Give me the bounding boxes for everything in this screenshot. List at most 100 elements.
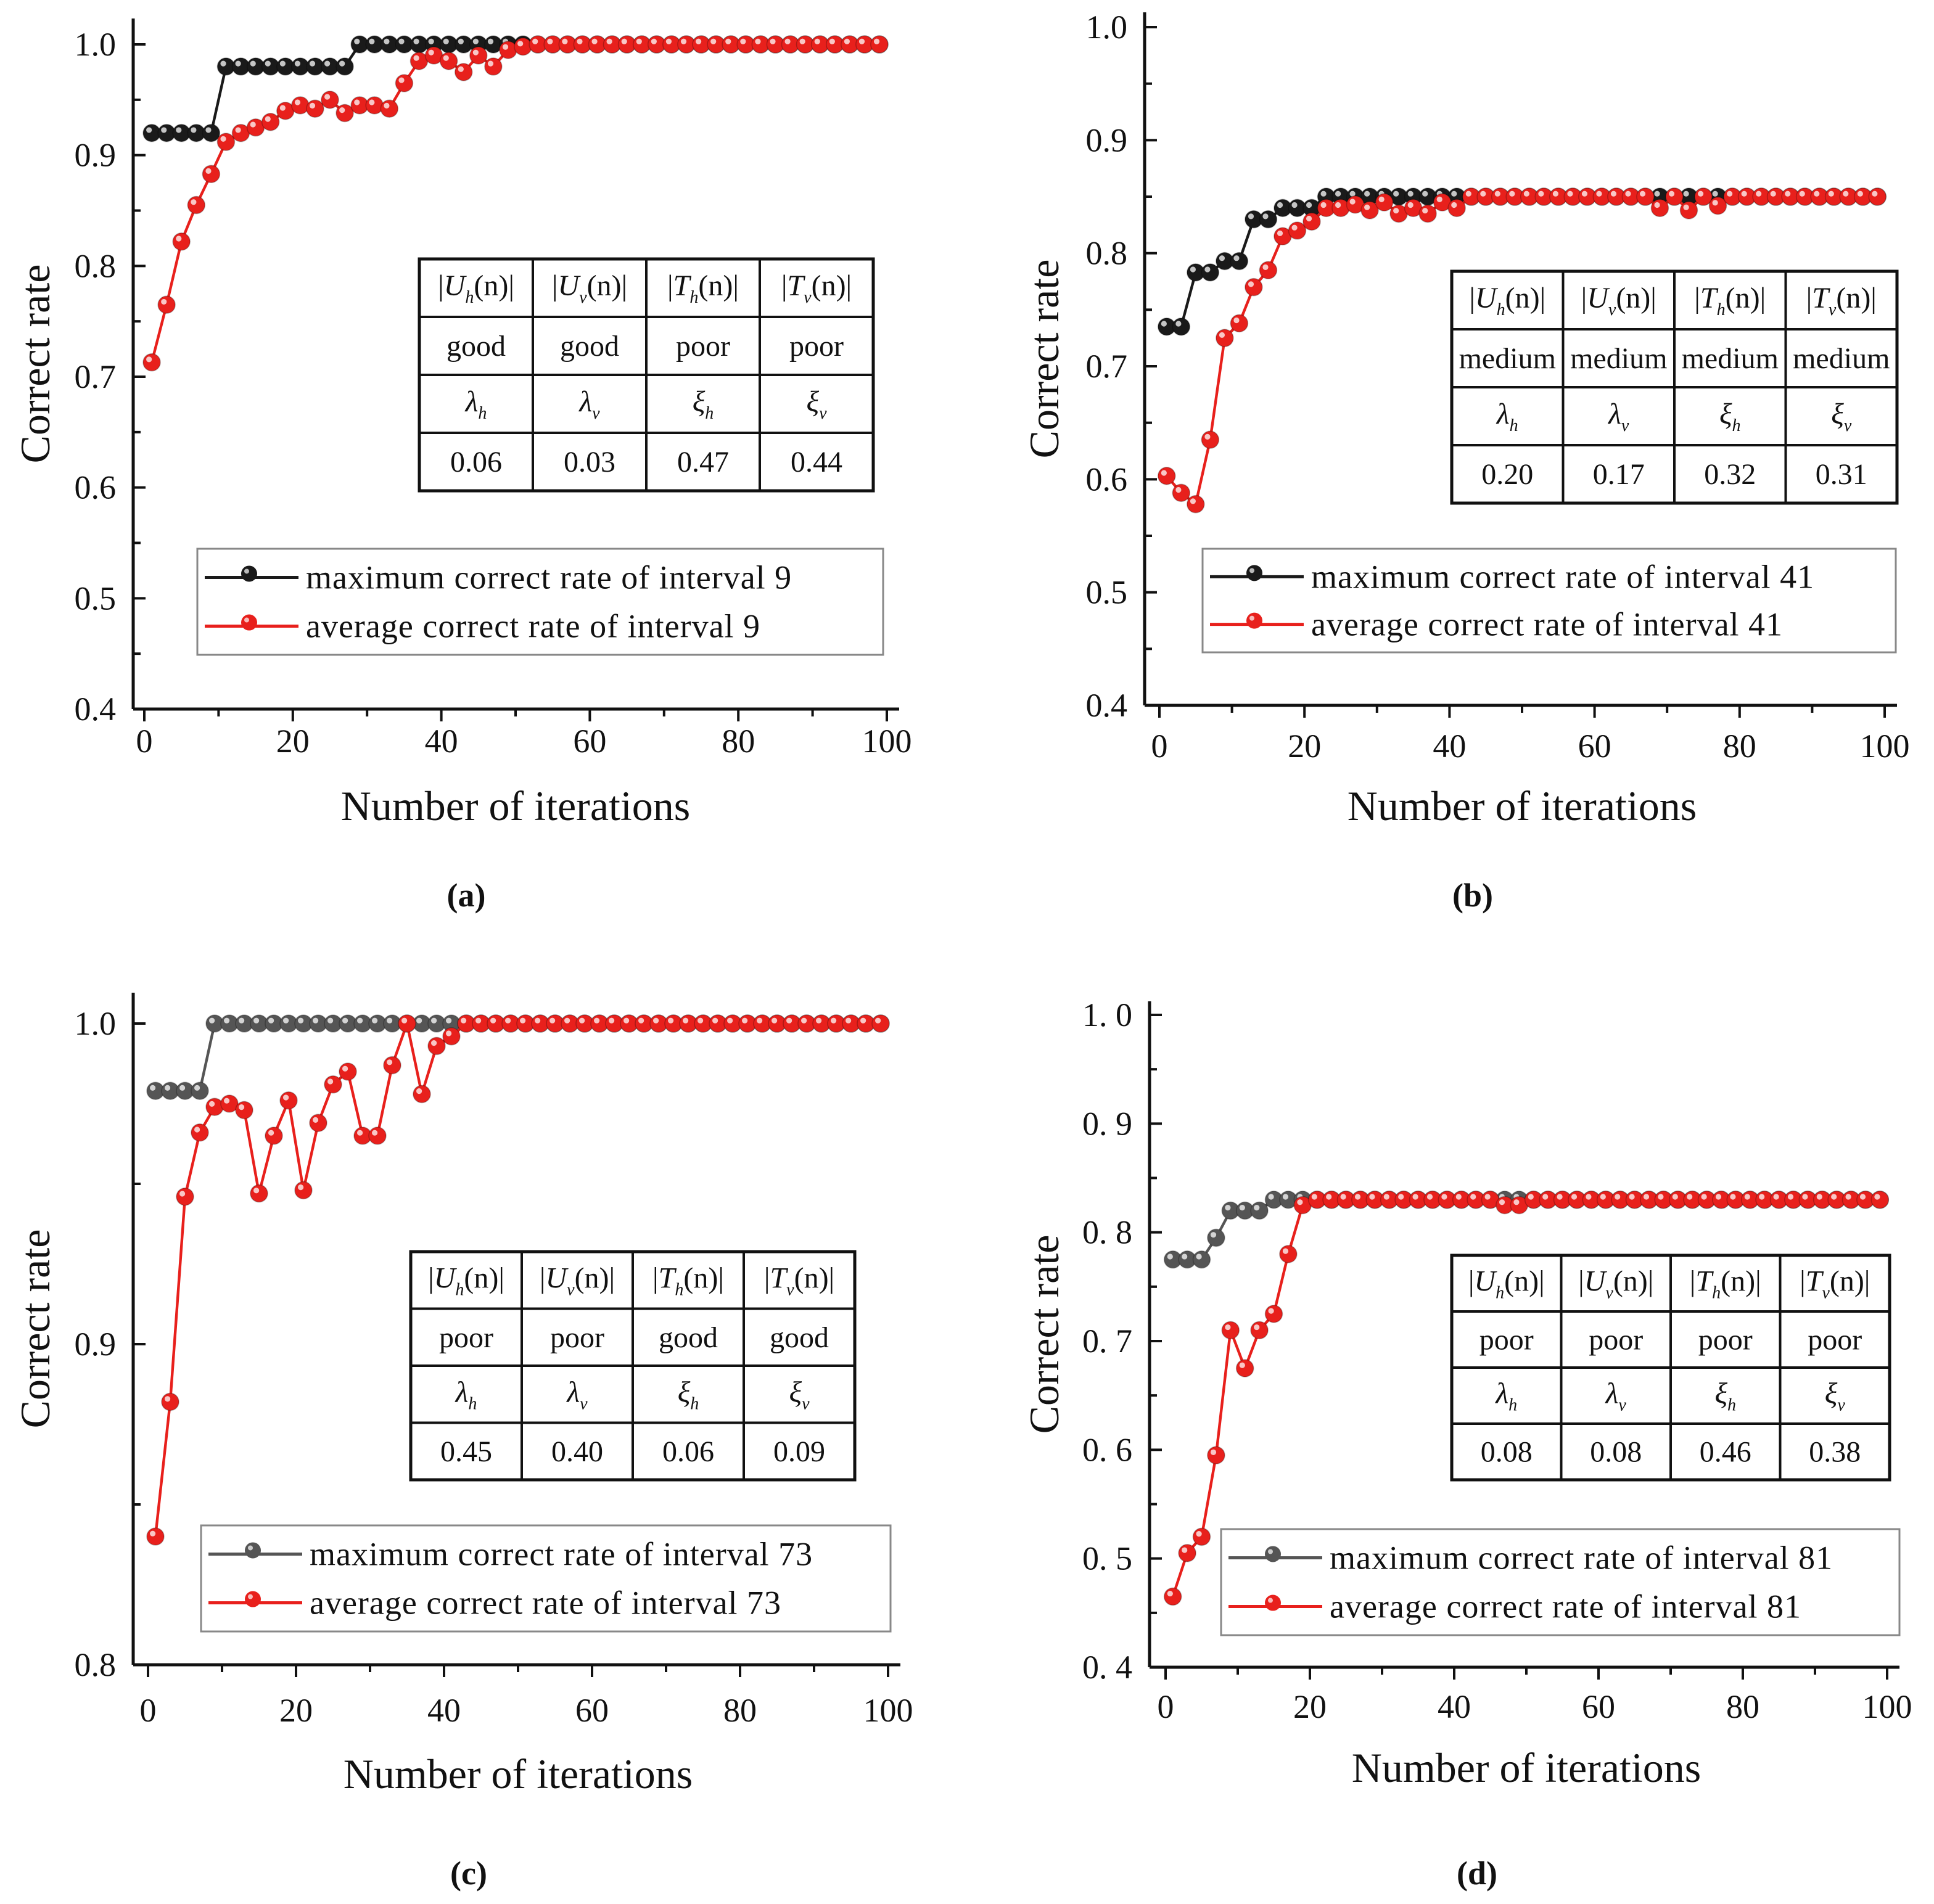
legend-marker-highlight bbox=[1268, 1549, 1273, 1554]
data-point-highlight bbox=[1715, 1194, 1722, 1200]
data-point-highlight bbox=[697, 1017, 704, 1024]
subscript: v bbox=[819, 404, 827, 423]
subscript: v bbox=[592, 404, 600, 423]
data-point bbox=[1636, 187, 1655, 206]
data-point-highlight bbox=[446, 1017, 452, 1024]
table-header-cell: |Tv(n)| bbox=[1806, 282, 1877, 319]
data-point bbox=[1178, 1544, 1196, 1562]
data-point bbox=[1447, 199, 1466, 218]
data-point bbox=[1230, 314, 1249, 333]
data-point-highlight bbox=[224, 1017, 230, 1024]
data-point-highlight bbox=[1412, 1194, 1418, 1200]
data-point bbox=[1216, 329, 1234, 347]
legend-label: maximum correct rate of interval 41 bbox=[1311, 558, 1814, 595]
data-point bbox=[202, 123, 221, 142]
legend-marker-highlight bbox=[248, 1594, 253, 1599]
data-point-highlight bbox=[1254, 1324, 1260, 1331]
data-point-highlight bbox=[1639, 191, 1646, 197]
data-point-highlight bbox=[235, 60, 241, 67]
variable: ξ bbox=[678, 1376, 691, 1408]
data-point-highlight bbox=[1586, 1194, 1592, 1200]
table-symbol-cell: λh bbox=[455, 1376, 477, 1413]
y-tick-label: 0.8 bbox=[1086, 235, 1128, 272]
data-point-highlight bbox=[502, 44, 509, 50]
data-point bbox=[205, 1098, 224, 1116]
y-tick-label: 0.7 bbox=[1086, 348, 1128, 385]
abs-bar: | bbox=[1806, 282, 1813, 314]
data-point-highlight bbox=[458, 38, 464, 44]
data-point bbox=[395, 74, 414, 92]
y-tick-label: 0. 5 bbox=[1082, 1540, 1132, 1577]
data-point-highlight bbox=[755, 38, 761, 44]
subscript: v bbox=[1844, 416, 1852, 435]
table-value-cell: 0.40 bbox=[551, 1435, 603, 1468]
x-tick-label: 80 bbox=[723, 1692, 757, 1729]
data-point-highlight bbox=[1306, 215, 1312, 222]
x-tick-label: 100 bbox=[1860, 728, 1910, 765]
x-tick-label: 0 bbox=[140, 1692, 157, 1729]
data-point-highlight bbox=[324, 60, 331, 67]
series-line bbox=[152, 43, 879, 134]
legend-marker bbox=[241, 614, 257, 631]
table-symbol-cell: λv bbox=[578, 385, 600, 423]
data-point-highlight bbox=[1291, 224, 1298, 231]
data-point-highlight bbox=[398, 77, 405, 83]
data-point-highlight bbox=[294, 99, 301, 105]
data-point bbox=[321, 91, 339, 109]
data-point-highlight bbox=[1161, 470, 1167, 476]
argument: (n)| bbox=[698, 269, 739, 302]
argument: (n)| bbox=[812, 269, 852, 302]
data-point-highlight bbox=[1831, 1194, 1837, 1200]
data-point-highlight bbox=[1730, 1194, 1736, 1200]
data-point-highlight bbox=[313, 1117, 319, 1123]
data-point bbox=[1192, 1527, 1211, 1546]
data-point-highlight bbox=[487, 38, 494, 44]
legend-marker bbox=[1265, 1546, 1281, 1562]
data-point bbox=[870, 35, 889, 54]
data-point-highlight bbox=[1335, 202, 1341, 208]
data-point-highlight bbox=[532, 38, 538, 44]
argument: (n)| bbox=[1613, 1265, 1654, 1298]
data-point-highlight bbox=[239, 1104, 245, 1110]
x-tick-label: 20 bbox=[1293, 1688, 1327, 1725]
argument: (n)| bbox=[1505, 282, 1546, 314]
y-tick-label: 0. 6 bbox=[1082, 1431, 1132, 1468]
legend-marker-highlight bbox=[1249, 568, 1254, 573]
data-point-highlight bbox=[1204, 433, 1211, 440]
data-point-highlight bbox=[1262, 264, 1269, 270]
data-point bbox=[161, 1392, 179, 1411]
data-point bbox=[335, 57, 354, 76]
abs-bar: | bbox=[781, 269, 788, 302]
series-average bbox=[1163, 1190, 1890, 1606]
data-point-highlight bbox=[1262, 213, 1269, 220]
data-point-highlight bbox=[357, 1017, 363, 1024]
legend-marker bbox=[245, 1542, 261, 1559]
legend: maximum correct rate of interval 73 avera… bbox=[200, 1524, 892, 1633]
data-point-highlight bbox=[313, 1017, 319, 1024]
subscript: v bbox=[1837, 1396, 1845, 1415]
subscript: h bbox=[478, 404, 487, 423]
abs-bar: | bbox=[438, 269, 444, 302]
data-point-highlight bbox=[1167, 1590, 1173, 1597]
data-point-highlight bbox=[1596, 191, 1602, 197]
data-point bbox=[413, 1085, 431, 1104]
table-symbol-cell: ξh bbox=[678, 1376, 699, 1413]
y-axis-label: Correct rate bbox=[12, 265, 59, 464]
data-point-highlight bbox=[1528, 1194, 1534, 1200]
data-point-highlight bbox=[816, 1017, 822, 1024]
data-point-highlight bbox=[268, 1130, 274, 1136]
data-point-highlight bbox=[696, 38, 702, 44]
data-point-highlight bbox=[1196, 1531, 1202, 1537]
table-value-cell: 0.08 bbox=[1590, 1436, 1642, 1469]
data-point bbox=[202, 165, 221, 184]
subscript: h bbox=[1732, 416, 1741, 435]
data-point bbox=[484, 57, 503, 76]
data-point bbox=[176, 1188, 194, 1206]
data-point-highlight bbox=[1190, 498, 1196, 504]
data-point-highlight bbox=[1499, 1199, 1505, 1205]
abs-bar: | bbox=[652, 1262, 659, 1294]
data-point-highlight bbox=[1654, 202, 1660, 208]
data-point-highlight bbox=[680, 38, 687, 44]
data-point-highlight bbox=[1859, 1194, 1866, 1200]
